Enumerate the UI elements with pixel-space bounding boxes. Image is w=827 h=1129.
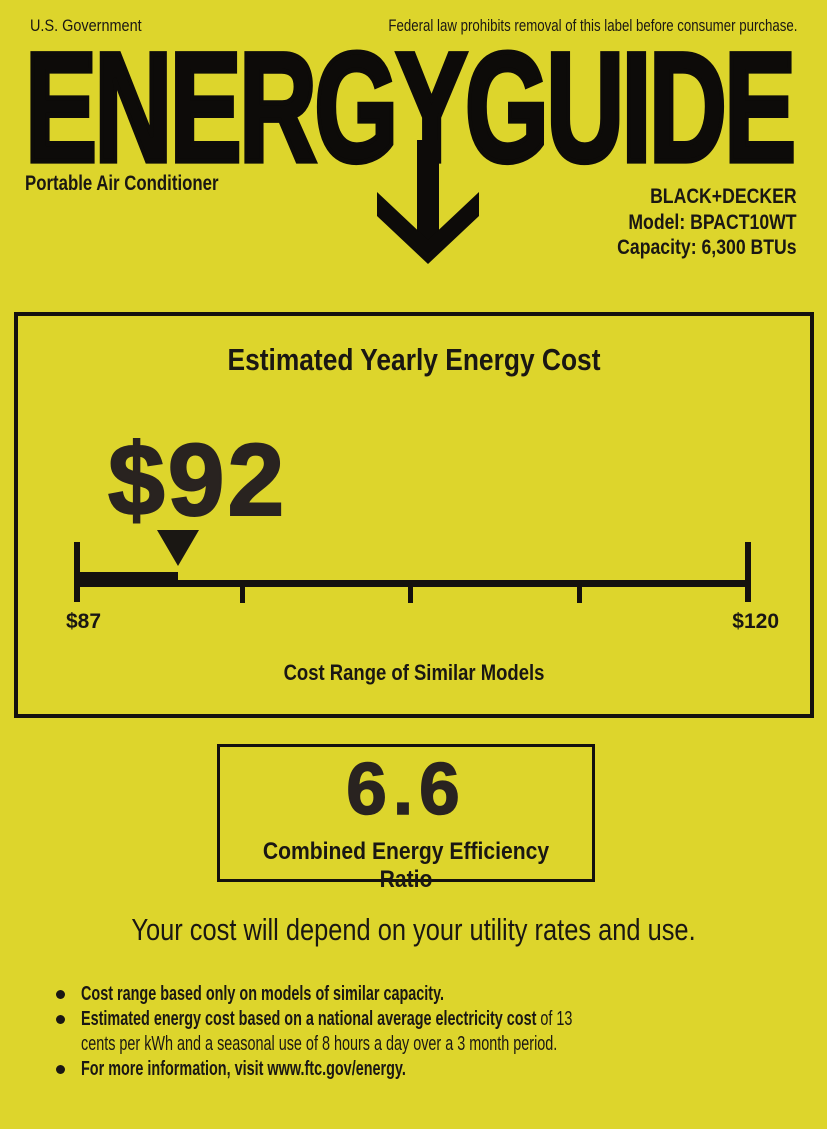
scale-right-endcap	[745, 542, 751, 602]
utility-rates-disclaimer: Your cost will depend on your utility ra…	[131, 912, 696, 947]
logo-energy: ENERGY	[23, 18, 469, 197]
estimated-cost-value: $92	[107, 423, 288, 537]
cost-marker-triangle	[157, 530, 199, 566]
footnote-text: Cost range based only on models of simil…	[81, 983, 445, 1005]
brand-name: BLACK+DECKER	[650, 185, 797, 208]
cost-scale-line	[75, 580, 751, 587]
footnotes-list: Cost range based only on models of simil…	[56, 982, 796, 1082]
ceer-panel: 6.6 Combined Energy Efficiency Ratio	[217, 744, 595, 893]
footnote-item: Cost range based only on models of simil…	[56, 982, 796, 1007]
ceer-label: Combined Energy Efficiency Ratio	[262, 838, 550, 893]
cost-panel-title: Estimated Yearly Energy Cost	[227, 342, 601, 377]
federal-law-notice: Federal law prohibits removal of this la…	[387, 16, 797, 35]
cost-scale-filled-segment	[75, 572, 178, 587]
footnote-text: For more information, visit www.ftc.gov/…	[81, 1058, 406, 1080]
logo-guide: GUIDE	[463, 18, 798, 197]
scale-tick	[577, 580, 582, 603]
ceer-value: 6.6	[345, 749, 466, 830]
brand-block: BLACK+DECKER Model: BPACT10WT Capacity: …	[618, 184, 797, 261]
footnote-item: For more information, visit www.ftc.gov/…	[56, 1057, 796, 1082]
scale-tick	[408, 580, 413, 603]
scale-tick	[240, 580, 245, 603]
energyguide-wordmark: ENERGYGUIDE	[23, 18, 798, 197]
yearly-cost-panel: Estimated Yearly Energy Cost $92 $87 $12…	[14, 312, 814, 718]
us-government-text: U.S. Government	[30, 16, 142, 35]
footnote-item: Estimated energy cost based on a nationa…	[56, 1007, 796, 1057]
scale-max-label: $120	[732, 610, 779, 633]
bullet-icon	[56, 1015, 65, 1024]
bullet-icon	[56, 1065, 65, 1074]
down-arrow-icon	[377, 140, 479, 264]
capacity-value: Capacity: 6,300 BTUs	[617, 236, 797, 259]
cost-range-caption: Cost Range of Similar Models	[283, 660, 545, 685]
scale-min-label: $87	[66, 610, 102, 633]
model-number: Model: BPACT10WT	[628, 210, 797, 234]
product-type-label: Portable Air Conditioner	[25, 172, 219, 195]
bullet-icon	[56, 990, 65, 999]
footnote-text: Estimated energy cost based on a nationa…	[81, 1008, 573, 1055]
